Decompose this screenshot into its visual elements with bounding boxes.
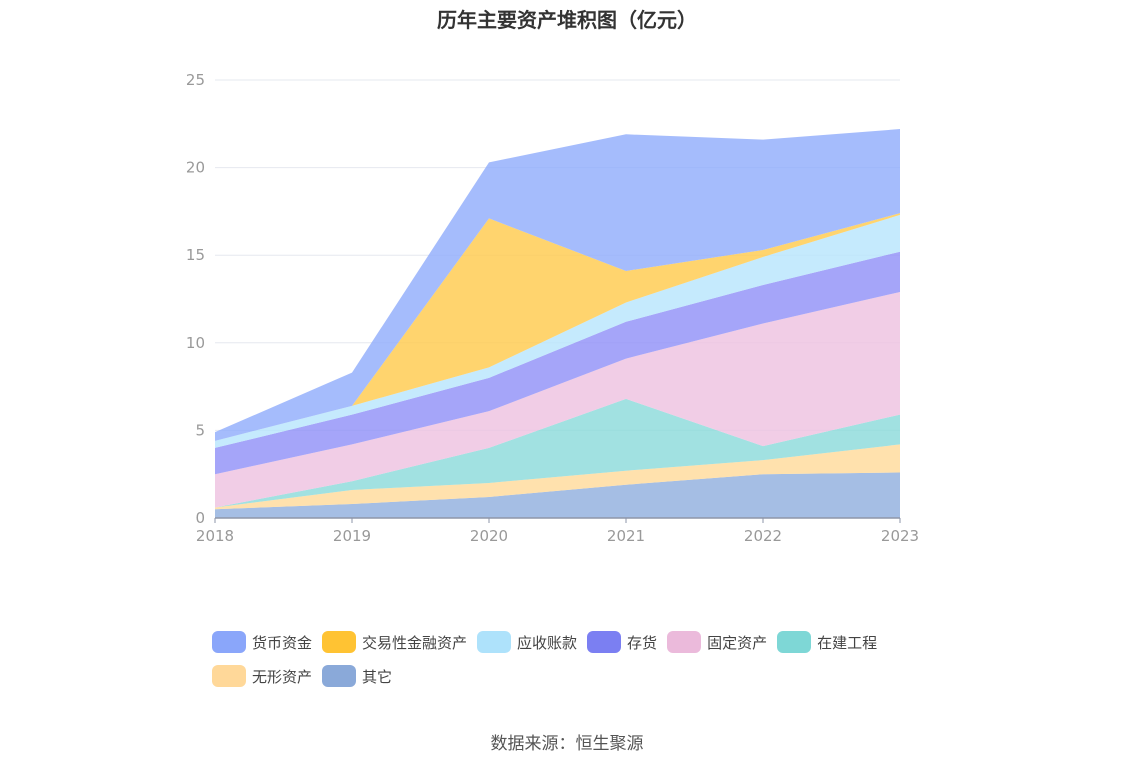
- legend-swatch-2: [477, 631, 512, 653]
- area-series-5: [215, 214, 900, 448]
- legend-label-0: 货币资金: [252, 633, 313, 652]
- legend-swatch-6: [212, 665, 246, 687]
- legend-label-3: 存货: [627, 633, 658, 652]
- legend-item-1[interactable]: 交易性金融资产: [322, 630, 467, 654]
- legend-item-7[interactable]: 其它: [322, 664, 392, 688]
- legend-item-3[interactable]: 存货: [587, 630, 657, 654]
- x-tick-label-1: 2019: [333, 527, 371, 545]
- area-series-6: [215, 213, 900, 441]
- data-source: 数据来源：恒生聚源: [490, 734, 644, 754]
- y-tick-label-3: 15: [186, 246, 205, 264]
- y-tick-label-1: 5: [195, 421, 205, 439]
- chart-legend: 货币资金 交易性金融资产 应收账款 存货 固定资产 在建工程无形资产 其它: [212, 630, 952, 698]
- legend-item-0[interactable]: 货币资金: [212, 630, 312, 654]
- y-tick-label-0: 0: [195, 509, 205, 527]
- legend-item-6[interactable]: 无形资产: [212, 664, 312, 688]
- legend-item-2[interactable]: 应收账款: [477, 630, 577, 654]
- y-tick-label-4: 20: [186, 159, 205, 177]
- area-series-2: [215, 398, 900, 508]
- legend-label-5: 在建工程: [817, 633, 878, 652]
- legend-swatch-5: [777, 631, 812, 653]
- legend-label-7: 其它: [362, 667, 393, 686]
- chart-title: 历年主要资产堆积图（亿元）: [437, 8, 697, 32]
- legend-label-4: 固定资产: [707, 633, 768, 652]
- legend-label-2: 应收账款: [517, 633, 578, 652]
- area-series-0: [215, 472, 900, 518]
- area-series-4: [215, 251, 900, 475]
- legend-label-6: 无形资产: [252, 667, 313, 686]
- area-series-7: [215, 129, 900, 441]
- x-tick-label-5: 2023: [881, 527, 919, 545]
- x-tick-label-4: 2022: [744, 527, 782, 545]
- legend-label-1: 交易性金融资产: [362, 633, 468, 652]
- legend-item-5[interactable]: 在建工程: [777, 630, 877, 654]
- y-tick-label-2: 10: [186, 334, 205, 352]
- stacked-area-chart: 0 5 10 15 20 25 2018 2019 2020 2021 2022 2023: [186, 71, 919, 545]
- x-tick-label-2: 2020: [470, 527, 508, 545]
- legend-swatch-4: [667, 631, 702, 653]
- legend-swatch-1: [322, 631, 357, 653]
- legend-swatch-3: [587, 631, 622, 653]
- x-tick-label-0: 2018: [196, 527, 234, 545]
- legend-swatch-0: [212, 631, 246, 653]
- legend-item-4[interactable]: 固定资产: [667, 630, 767, 654]
- y-tick-label-5: 25: [186, 71, 205, 89]
- x-tick-label-3: 2021: [607, 527, 645, 545]
- legend-swatch-7: [322, 665, 357, 687]
- area-series-3: [215, 291, 900, 508]
